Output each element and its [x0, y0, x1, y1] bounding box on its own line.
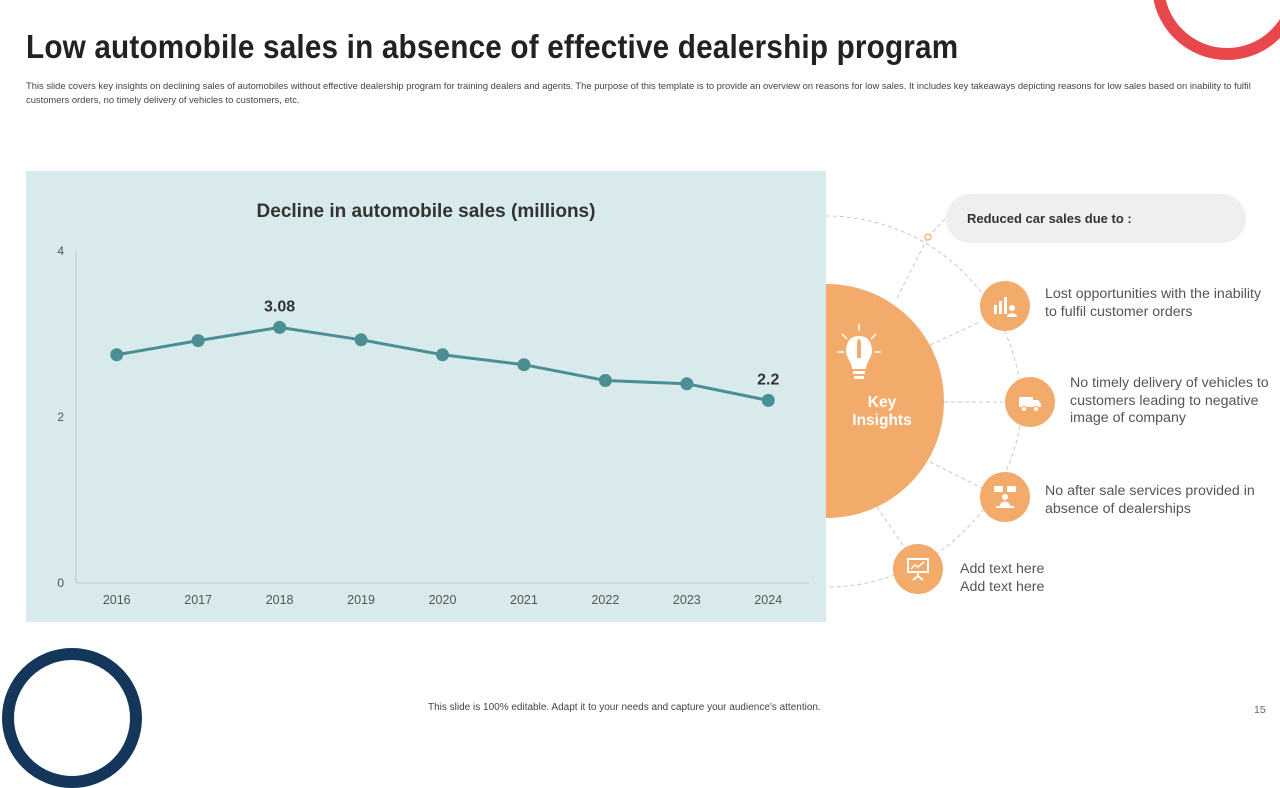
- slide-footer: This slide is 100% editable. Adapt it to…: [428, 702, 821, 713]
- insight-node-1: [980, 281, 1030, 331]
- x-tick-label: 2024: [754, 593, 782, 607]
- reduced-sales-header: Reduced car sales due to :: [967, 211, 1132, 226]
- data-label: 2.2: [757, 371, 779, 388]
- service-desk-icon: [994, 486, 1016, 508]
- y-tick-label: 0: [57, 576, 64, 590]
- slide-title: Low automobile sales in absence of effec…: [26, 28, 959, 65]
- data-point: [110, 348, 124, 362]
- reduced-sales-pill: [946, 194, 1246, 243]
- x-tick-label: 2020: [429, 593, 457, 607]
- x-tick-label: 2023: [673, 593, 701, 607]
- x-tick-label: 2022: [591, 593, 619, 607]
- data-point: [517, 358, 531, 372]
- y-tick-label: 4: [57, 244, 64, 258]
- data-point: [598, 373, 612, 387]
- delivery-truck-icon: [1019, 397, 1041, 413]
- x-tick-label: 2016: [103, 593, 131, 607]
- line-chart: Decline in automobile sales (millions) 0 2…: [57, 201, 809, 607]
- insight-text-2: No timely delivery of vehicles to custom…: [1070, 375, 1269, 426]
- data-point: [680, 377, 694, 391]
- chart-people-icon: [994, 297, 1017, 317]
- insight-node-3: [980, 472, 1030, 522]
- x-tick-label: 2021: [510, 593, 538, 607]
- insight-node-4: [893, 544, 943, 594]
- slide-subtitle: This slide covers key insights on declin…: [26, 80, 1251, 105]
- x-tick-label: 2019: [347, 593, 375, 607]
- data-point: [436, 348, 449, 362]
- data-label: 3.08: [264, 298, 295, 315]
- insight-text-4: Add text here Add text here: [960, 561, 1045, 595]
- insight-node-2: [1005, 377, 1055, 427]
- data-point: [354, 333, 368, 347]
- y-tick-label: 2: [57, 410, 64, 424]
- key-insights-label: Key Insights: [852, 394, 912, 429]
- chart-panel: [26, 171, 826, 622]
- x-tick-label: 2017: [184, 593, 212, 607]
- insight-connectors: [825, 215, 1023, 588]
- data-point: [761, 393, 775, 407]
- presentation-icon: [907, 558, 929, 581]
- data-point: [191, 334, 205, 348]
- insight-text-1: Lost opportunities with the inability to…: [1045, 286, 1262, 320]
- x-tick-label: 2018: [266, 593, 294, 607]
- lightbulb-icon: [837, 324, 881, 379]
- insight-text-3: No after sale services provided in absen…: [1045, 483, 1255, 517]
- chart-title: Decline in automobile sales (millions): [257, 201, 596, 222]
- page-number: 15: [1254, 704, 1266, 716]
- data-point: [273, 320, 287, 334]
